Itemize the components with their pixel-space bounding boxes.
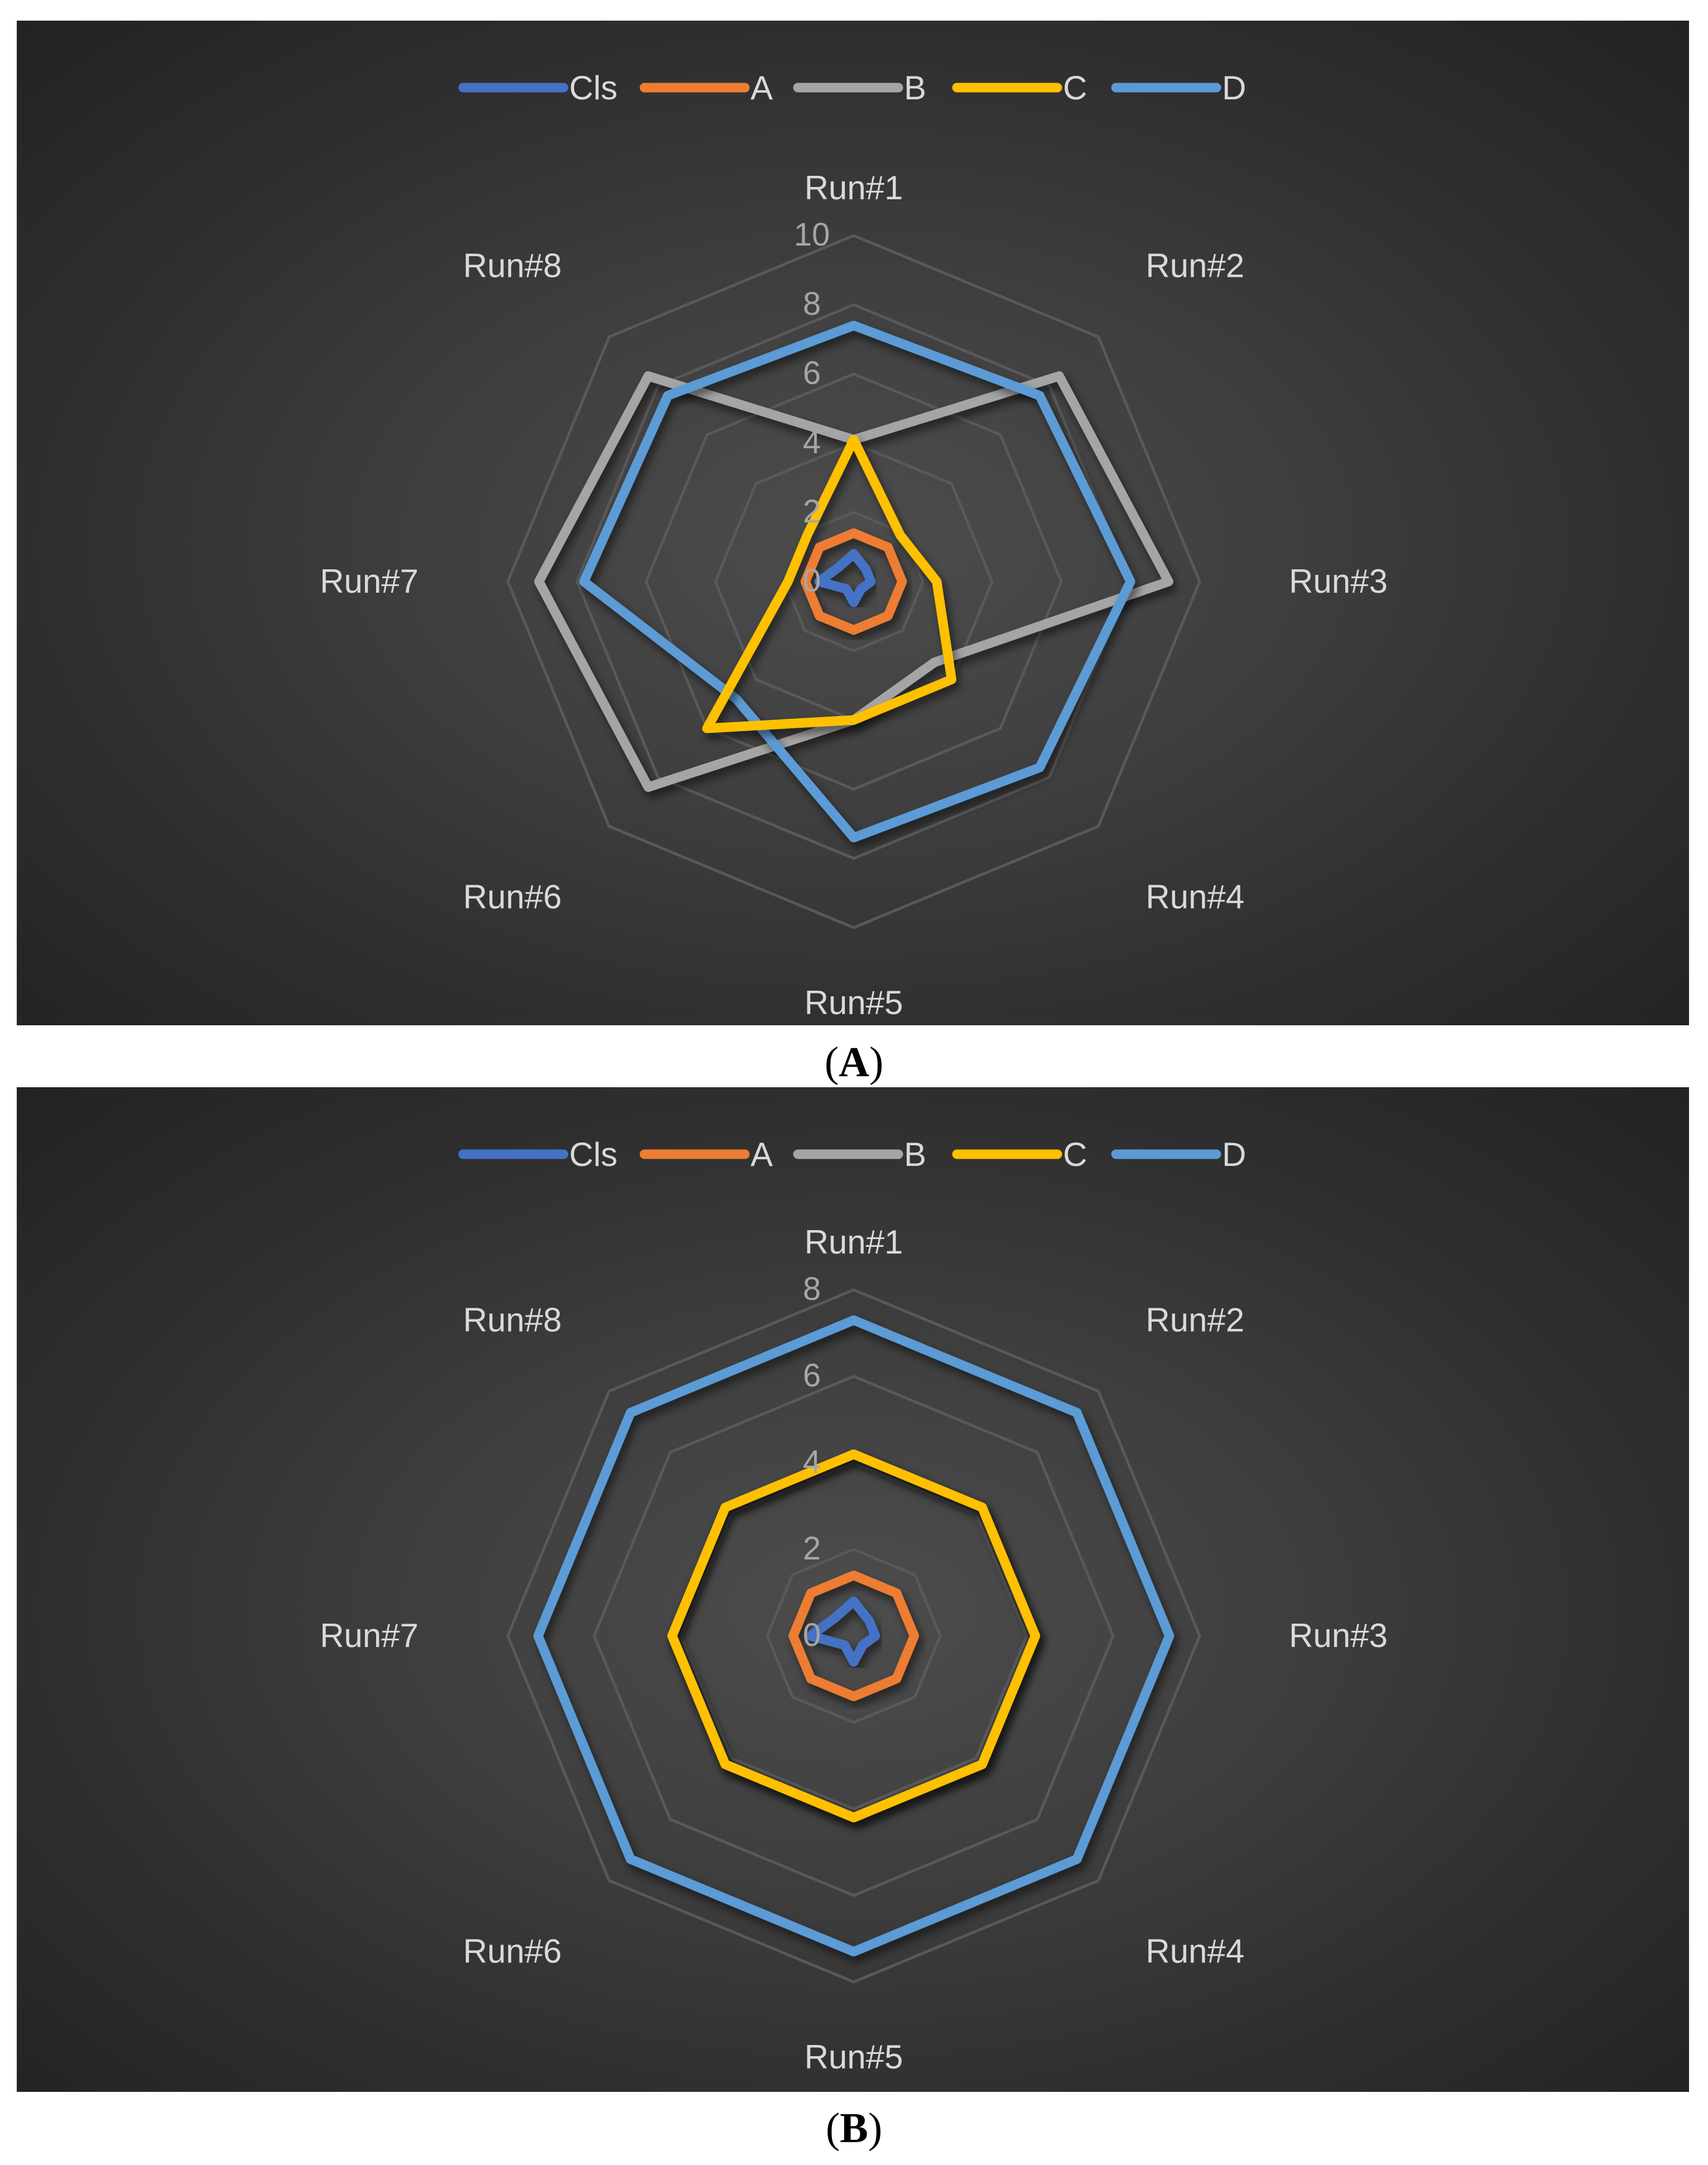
category-label-5: Run#5 bbox=[805, 2038, 903, 2076]
radar-chart-b: 0 2 4 6 8 Run#1 Run#2 Run#3 Run#4 Run#5 Run#6 Run#7… bbox=[17, 1087, 1689, 2092]
gridline-10 bbox=[506, 234, 1201, 929]
radar-chart-b-svg: 0 2 4 6 8 Run#1 Run#2 Run#3 Run#4 Run#5 Run#6 Run#7… bbox=[320, 1136, 1388, 2076]
category-label-1: Run#1 bbox=[805, 169, 903, 207]
category-labels: Run#1 Run#2 Run#3 Run#4 Run#5 Run#6 Run#7 Run#8 bbox=[320, 1223, 1388, 2076]
category-label-2: Run#2 bbox=[1146, 247, 1244, 284]
tick-label-2: 2 bbox=[803, 493, 821, 530]
category-label-4: Run#4 bbox=[1146, 1933, 1244, 1970]
series-line-a bbox=[800, 528, 907, 635]
legend-label-d: D bbox=[1222, 69, 1246, 107]
caption-b-open: ( bbox=[825, 2105, 840, 2152]
grid-group bbox=[506, 234, 1201, 929]
category-label-1: Run#1 bbox=[805, 1223, 903, 1261]
gridline-6 bbox=[593, 1375, 1115, 1897]
series-line-cls bbox=[806, 1596, 881, 1667]
category-label-2: Run#2 bbox=[1146, 1301, 1244, 1338]
grid-group bbox=[506, 1288, 1201, 1984]
tick-label-4: 4 bbox=[803, 424, 821, 460]
category-labels: Run#1 Run#2 Run#3 Run#4 Run#5 Run#6 Run#7 Run#8 bbox=[320, 169, 1388, 1021]
series-group bbox=[534, 320, 1173, 843]
caption-a-open: ( bbox=[824, 1039, 839, 1086]
tick-label-8: 8 bbox=[803, 286, 821, 322]
legend-label-b: B bbox=[904, 69, 926, 107]
series-line-cls bbox=[814, 549, 876, 607]
series-line-a bbox=[788, 1571, 919, 1701]
legend-label-d: D bbox=[1222, 1136, 1246, 1173]
radar-chart-a: 0 2 4 6 8 10 Run#1 Run#2 Run#3 Run#4 Run#5 Run#6 Run… bbox=[17, 21, 1689, 1025]
legend-label-cls: Cls bbox=[569, 1136, 618, 1173]
series-line-d bbox=[579, 320, 1136, 843]
tick-label-6: 6 bbox=[803, 1357, 821, 1394]
gridline-4 bbox=[679, 1461, 1028, 1811]
gridline-8 bbox=[575, 303, 1132, 860]
series-line-c bbox=[702, 435, 956, 733]
category-label-7: Run#7 bbox=[320, 1617, 418, 1654]
tick-label-0: 0 bbox=[803, 1617, 821, 1653]
category-label-6: Run#6 bbox=[463, 1933, 562, 1970]
gridline-8 bbox=[506, 1288, 1201, 1984]
category-label-6: Run#6 bbox=[463, 879, 562, 916]
legend: Cls A B C D bbox=[458, 1136, 1246, 1173]
caption-b-letter: B bbox=[840, 2105, 868, 2152]
tick-label-6: 6 bbox=[803, 355, 821, 391]
legend-label-a: A bbox=[750, 69, 773, 107]
tick-labels: 0 2 4 6 8 10 bbox=[794, 217, 830, 599]
category-label-3: Run#3 bbox=[1289, 563, 1388, 600]
series-line-c bbox=[667, 1449, 1040, 1822]
legend-label-b: B bbox=[904, 1136, 926, 1173]
caption-b-close: ) bbox=[868, 2105, 883, 2152]
caption-a-letter: A bbox=[839, 1039, 869, 1086]
tick-label-10: 10 bbox=[794, 217, 830, 253]
tick-label-8: 8 bbox=[803, 1271, 821, 1307]
series-line-d bbox=[533, 1315, 1175, 1957]
category-label-8: Run#8 bbox=[463, 1301, 562, 1338]
legend: Cls A B C D bbox=[458, 69, 1246, 107]
legend-label-c: C bbox=[1063, 1136, 1087, 1173]
tick-label-2: 2 bbox=[803, 1530, 821, 1567]
gridline-2 bbox=[766, 1548, 942, 1724]
tick-labels: 0 2 4 6 8 bbox=[803, 1271, 821, 1653]
legend-label-cls: Cls bbox=[569, 69, 618, 107]
tick-label-4: 4 bbox=[803, 1444, 821, 1480]
gridline-6 bbox=[644, 372, 1063, 791]
caption-a: (A) bbox=[0, 1037, 1708, 1087]
tick-label-0: 0 bbox=[803, 563, 821, 599]
radar-chart-a-svg: 0246810Run#1Run#2Run#3Run#4Run#5Run#6Run… bbox=[320, 69, 1388, 1021]
category-label-4: Run#4 bbox=[1146, 879, 1244, 916]
legend-label-a: A bbox=[750, 1136, 773, 1173]
legend-label-c: C bbox=[1063, 69, 1087, 107]
category-label-7: Run#7 bbox=[320, 563, 418, 600]
caption-a-close: ) bbox=[869, 1039, 884, 1086]
series-group bbox=[533, 1315, 1175, 1957]
category-label-5: Run#5 bbox=[805, 984, 903, 1021]
caption-b: (B) bbox=[0, 2103, 1708, 2153]
category-label-8: Run#8 bbox=[463, 247, 562, 284]
category-label-3: Run#3 bbox=[1289, 1617, 1388, 1654]
